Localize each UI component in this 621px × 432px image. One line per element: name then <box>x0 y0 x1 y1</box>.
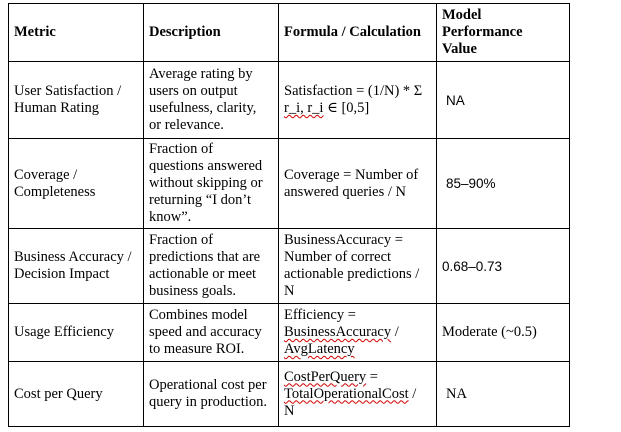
table-row: Business Accuracy / Decision Impact Frac… <box>8 228 570 304</box>
formula-cell: BusinessAccuracy = Number of correct act… <box>278 228 437 304</box>
value-cell: 0.68–0.73 <box>436 228 570 304</box>
description-cell: Fraction of questions answered without s… <box>143 138 279 229</box>
table-row: Coverage / Completeness Fraction of ques… <box>8 138 570 229</box>
value-cell: Moderate (~0.5) <box>436 303 570 362</box>
description-cell: Fraction of predictions that are actiona… <box>143 228 279 304</box>
metric-cell: Usage Efficiency <box>8 303 144 362</box>
header-metric: Metric <box>8 3 144 62</box>
metric-cell: Business Accuracy / Decision Impact <box>8 228 144 304</box>
formula-cell: Coverage = Number of answered queries / … <box>278 138 437 229</box>
header-model-performance-value: Model Performance Value <box>436 3 570 62</box>
metrics-table: Metric Description Formula / Calculation… <box>8 3 570 427</box>
spellcheck-underline: BusinessAccuracy <box>284 324 392 340</box>
spellcheck-underline: CostPerQuery <box>284 368 367 385</box>
metric-cell: Cost per Query <box>8 361 144 427</box>
metric-cell: Coverage / Completeness <box>8 138 144 229</box>
spellcheck-underline: r_i, r_i <box>284 100 324 116</box>
value-cell: 85–90% <box>436 138 570 229</box>
metric-cell: User Satisfaction / Human Rating <box>8 61 144 139</box>
value-cell: NA <box>436 61 570 139</box>
header-formula: Formula / Calculation <box>278 3 437 62</box>
formula-cell: Efficiency = BusinessAccuracy / AvgLaten… <box>278 303 437 362</box>
description-cell: Combines model speed and accuracy to mea… <box>143 303 279 362</box>
value-cell: NA <box>436 361 570 427</box>
formula-cell: Satisfaction = (1/N) * Σ r_i, r_i ∈ [0,5… <box>278 61 437 139</box>
description-cell: Operational cost per query in production… <box>143 361 279 427</box>
spellcheck-underline: TotalOperationalCost <box>284 385 409 402</box>
table-row: Cost per Query Operational cost per quer… <box>8 361 570 427</box>
formula-cell: CostPerQuery = TotalOperationalCost / N <box>278 361 437 427</box>
table-row: Usage Efficiency Combines model speed an… <box>8 303 570 362</box>
table-header-row: Metric Description Formula / Calculation… <box>8 3 570 62</box>
table-row: User Satisfaction / Human Rating Average… <box>8 61 570 139</box>
header-description: Description <box>143 3 279 62</box>
description-cell: Average rating by users on output useful… <box>143 61 279 139</box>
spellcheck-underline: AvgLatency <box>284 341 355 357</box>
